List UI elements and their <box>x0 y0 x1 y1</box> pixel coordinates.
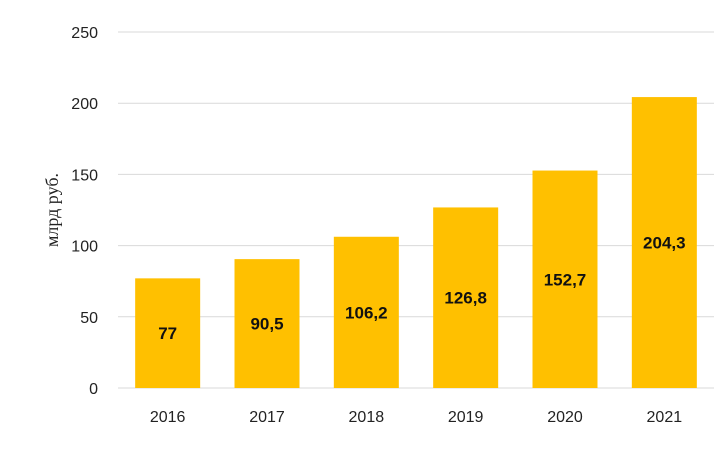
x-tick-label: 2020 <box>547 409 583 426</box>
x-tick-label: 2019 <box>448 409 484 426</box>
data-label: 126,8 <box>444 289 487 308</box>
y-axis-title: млрд руб. <box>42 173 62 247</box>
bars <box>135 97 697 389</box>
bar-2019 <box>433 207 499 388</box>
data-label: 106,2 <box>345 303 388 322</box>
data-label: 77 <box>158 324 177 343</box>
bar-2018 <box>333 236 399 388</box>
x-tick-label: 2021 <box>647 409 683 426</box>
data-label: 204,3 <box>643 234 686 253</box>
data-label: 90,5 <box>250 315 283 334</box>
x-tick-label: 2017 <box>249 409 285 426</box>
y-axis-ticks: 0 50 100 150 200 250 <box>71 25 98 398</box>
y-tick-label: 250 <box>71 25 98 42</box>
y-tick-label: 100 <box>71 239 98 256</box>
x-tick-label: 2018 <box>349 409 385 426</box>
bar-2017 <box>234 259 300 388</box>
y-tick-label: 150 <box>71 167 98 184</box>
y-tick-label: 0 <box>89 381 98 398</box>
data-labels: 77 90,5 106,2 126,8 152,7 204,3 <box>158 234 685 344</box>
y-tick-label: 50 <box>80 310 98 327</box>
x-tick-label: 2016 <box>150 409 186 426</box>
bar-2016 <box>135 278 201 388</box>
data-label: 152,7 <box>544 270 587 289</box>
x-axis-ticks: 2016 2017 2018 2019 2020 2021 <box>150 409 682 426</box>
bar-2021 <box>631 97 697 389</box>
gridlines <box>118 31 714 389</box>
bar-2020 <box>532 170 598 388</box>
y-tick-label: 200 <box>71 96 98 113</box>
